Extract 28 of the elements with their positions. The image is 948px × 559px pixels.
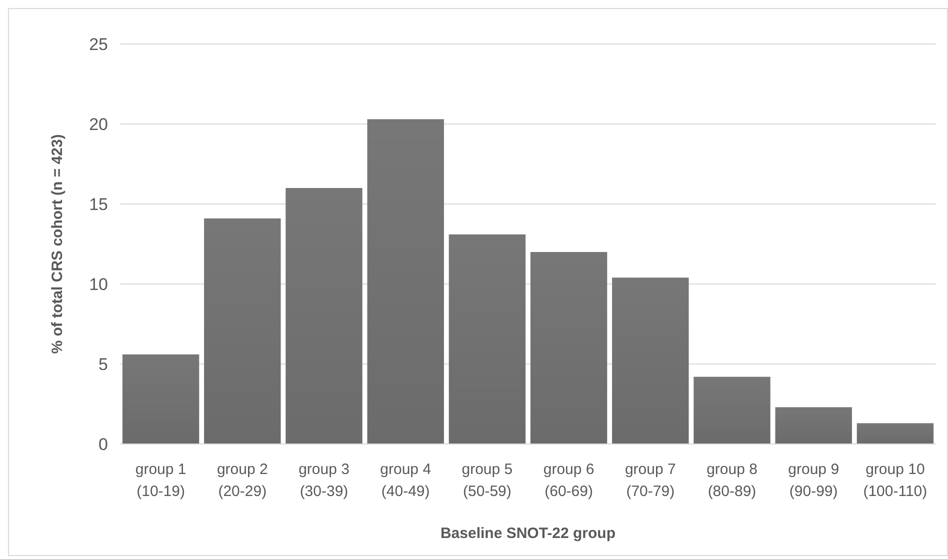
x-tick-label: group 10 (100-110) xyxy=(863,461,928,500)
bar xyxy=(530,252,608,444)
x-tick-label: group 9 (90-99) xyxy=(788,461,840,500)
bar xyxy=(204,218,281,444)
bar xyxy=(122,354,200,444)
x-tick-label: group 3 (30-39) xyxy=(298,461,350,500)
x-tick-label: group 7 (70-79) xyxy=(624,461,676,500)
bar xyxy=(286,188,362,444)
bar xyxy=(856,423,934,444)
y-tick-label: 10 xyxy=(89,274,108,294)
y-axis-title: % of total CRS cohort (n = 423) xyxy=(49,134,66,354)
bar xyxy=(612,278,689,444)
bar xyxy=(367,119,444,444)
bar xyxy=(448,234,526,444)
x-tick-label: group 1 (10-19) xyxy=(135,461,186,500)
x-tick-label: group 8 (80-89) xyxy=(706,461,758,500)
x-tick-label: group 6 (60-69) xyxy=(543,461,594,500)
y-tick-label: 25 xyxy=(89,34,108,54)
x-axis-title: Baseline SNOT-22 group xyxy=(440,525,616,542)
x-tick-label: group 4 (40-49) xyxy=(380,461,432,500)
y-tick-label: 15 xyxy=(89,194,108,214)
y-tick-label: 5 xyxy=(98,354,108,374)
x-tick-label: group 2 (20-29) xyxy=(216,461,268,500)
bar xyxy=(694,376,770,444)
bar xyxy=(775,407,852,444)
y-tick-label: 0 xyxy=(98,434,108,454)
y-tick-label: 20 xyxy=(89,114,108,134)
x-tick-label: group 5 (50-59) xyxy=(462,461,513,500)
